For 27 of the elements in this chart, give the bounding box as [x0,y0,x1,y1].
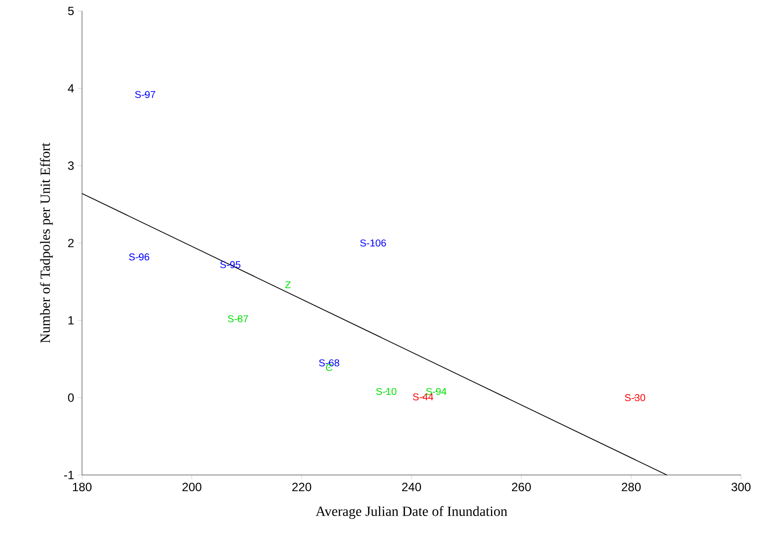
data-label: S-96 [129,253,150,260]
y-tick-label: 2 [68,238,74,248]
data-label: S-44 [412,393,434,400]
x-tick-label: 200 [182,482,202,492]
data-label: S-30 [624,394,646,402]
y-tick-label: -1 [64,470,74,480]
data-label: S-94 [426,388,446,395]
data-label: C [326,364,332,372]
y-tick-label: 1 [68,316,74,324]
y-tick-label: 4 [68,84,74,92]
x-tick-label: 180 [72,482,92,492]
data-label: Z [285,281,291,288]
y-axis-title: Number of Tadpoles per Unit Effort [40,142,53,343]
x-tick-label: 280 [622,482,641,492]
x-tick-label: 220 [292,482,312,492]
y-tick-label: 5 [68,6,74,16]
data-label: S-97 [135,90,156,98]
data-label: S-106 [360,239,386,247]
data-label: S-68 [319,359,340,366]
x-tick-label: 300 [731,482,751,492]
y-tick-label: 3 [68,161,74,170]
data-label: S-87 [228,315,248,322]
x-tick-label: 260 [512,482,531,492]
x-tick-label: 240 [402,482,422,492]
x-axis-title: Average Julian Date of Inundation [316,506,508,519]
y-tick-label: 0 [68,393,74,402]
data-label: S-10 [376,388,396,395]
